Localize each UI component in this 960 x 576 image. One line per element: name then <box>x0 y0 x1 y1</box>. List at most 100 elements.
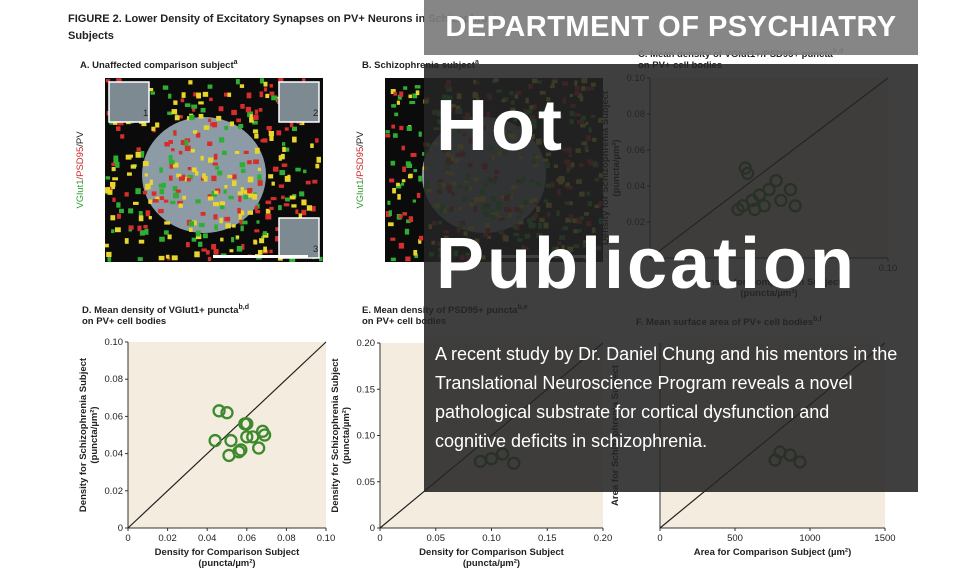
puncta <box>135 151 141 158</box>
puncta <box>189 227 193 232</box>
puncta <box>410 152 417 157</box>
puncta <box>259 238 265 244</box>
puncta <box>240 103 245 109</box>
puncta <box>168 93 172 99</box>
puncta <box>198 241 203 247</box>
data-point <box>238 417 252 431</box>
puncta <box>198 101 204 105</box>
puncta <box>218 106 224 112</box>
panel-title: D. Mean density of VGlut1+ punctab,d <box>82 304 249 316</box>
puncta <box>239 84 245 88</box>
data-point <box>232 445 246 459</box>
puncta <box>399 91 404 97</box>
puncta <box>269 84 273 88</box>
puncta <box>171 255 178 261</box>
highlight-box: Hot Publication A recent study by Dr. Da… <box>424 64 918 492</box>
puncta <box>161 182 166 188</box>
puncta <box>291 204 297 208</box>
puncta <box>284 175 291 182</box>
puncta <box>115 126 121 131</box>
puncta <box>207 196 214 201</box>
x-tick-label: 0.04 <box>198 533 217 544</box>
puncta <box>125 154 132 160</box>
inset-label: 3 <box>313 244 318 255</box>
puncta <box>391 104 397 108</box>
puncta <box>119 208 124 214</box>
puncta <box>265 93 270 99</box>
puncta <box>237 207 241 214</box>
x-tick-label: 0.15 <box>538 533 557 544</box>
puncta <box>231 237 235 243</box>
puncta <box>387 222 394 227</box>
puncta <box>111 185 115 190</box>
puncta <box>405 256 411 262</box>
puncta <box>111 162 117 166</box>
x-axis-label: (puncta/µm²) <box>198 558 255 569</box>
puncta <box>310 143 314 148</box>
puncta <box>129 154 134 158</box>
panel-title-text: B. Schizophrenia subject <box>362 60 476 71</box>
puncta <box>266 126 272 130</box>
puncta <box>175 189 181 193</box>
puncta <box>268 174 274 179</box>
puncta <box>278 205 282 211</box>
y-tick-label: 0.05 <box>357 477 376 488</box>
puncta <box>418 131 422 137</box>
puncta <box>173 100 178 105</box>
puncta <box>177 200 183 205</box>
puncta <box>222 150 227 155</box>
puncta <box>240 168 246 174</box>
puncta <box>219 137 225 143</box>
puncta <box>260 139 267 143</box>
puncta <box>162 85 169 90</box>
puncta <box>144 228 149 235</box>
puncta <box>207 256 212 262</box>
puncta <box>247 210 254 215</box>
puncta <box>137 257 143 261</box>
puncta <box>281 195 285 200</box>
x-axis-label: Area for Comparison Subject (µm²) <box>694 547 852 558</box>
puncta <box>301 199 307 206</box>
puncta <box>200 107 206 113</box>
puncta <box>245 106 252 113</box>
puncta <box>219 201 226 206</box>
puncta <box>403 86 408 90</box>
figure-title: Subjects <box>68 30 114 42</box>
puncta <box>396 184 402 189</box>
puncta <box>405 161 411 166</box>
puncta <box>158 208 164 214</box>
puncta <box>393 133 398 138</box>
puncta <box>220 237 224 242</box>
inset <box>108 81 150 123</box>
y-axis-label-part: VGlut1 <box>355 180 366 209</box>
puncta <box>106 251 112 258</box>
puncta <box>303 169 307 174</box>
puncta <box>278 155 282 161</box>
puncta <box>289 121 294 128</box>
puncta <box>114 227 121 233</box>
puncta <box>225 223 231 229</box>
summary: A recent study by Dr. Daniel Chung and h… <box>435 344 898 451</box>
puncta <box>189 114 195 121</box>
puncta <box>402 166 406 173</box>
puncta <box>174 115 180 121</box>
puncta <box>137 225 142 232</box>
puncta <box>207 118 212 122</box>
x-tick-label: 0.02 <box>158 533 177 544</box>
puncta <box>390 237 396 241</box>
puncta <box>219 205 225 210</box>
x-tick-label: 0 <box>125 533 130 544</box>
puncta <box>232 224 236 228</box>
puncta <box>302 78 306 83</box>
puncta <box>202 91 209 97</box>
puncta <box>107 256 112 262</box>
puncta <box>295 167 301 172</box>
puncta <box>138 211 143 216</box>
puncta <box>268 131 275 137</box>
puncta <box>236 245 243 252</box>
x-axis-label: Density for Comparison Subject <box>419 547 564 558</box>
puncta <box>126 172 132 176</box>
inset-label: 1 <box>143 108 148 119</box>
puncta <box>257 174 262 181</box>
puncta <box>397 94 402 100</box>
